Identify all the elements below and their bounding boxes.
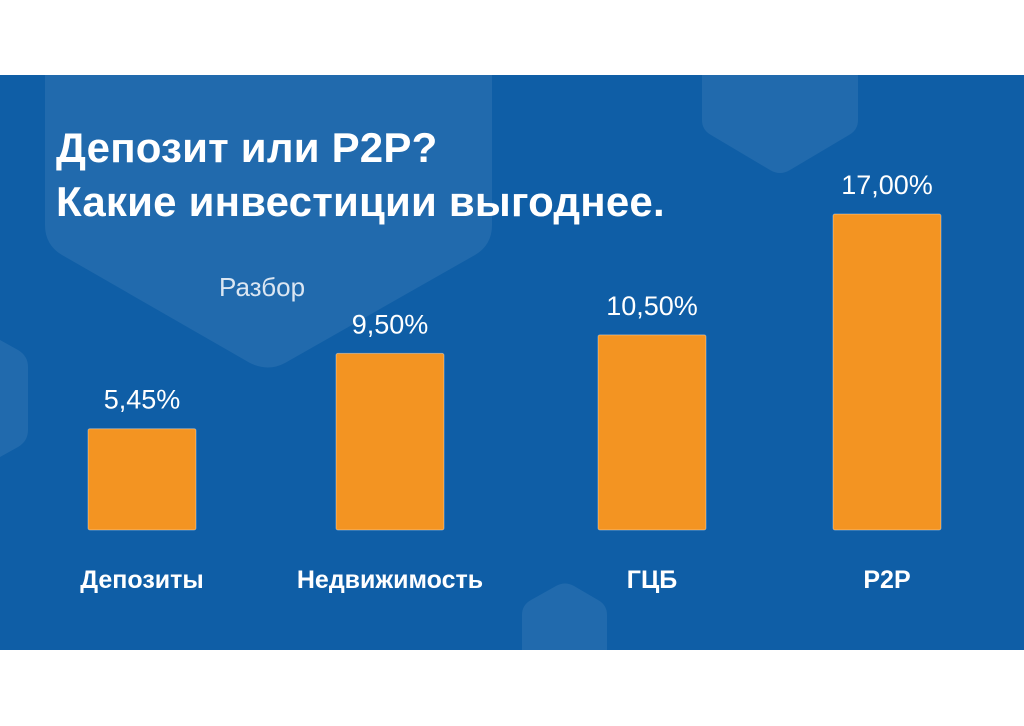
bar-3 [597,334,707,531]
bar-4 [832,213,942,531]
bar-1-value-label: 5,45% [104,385,181,415]
title-line-1: Депозит или P2P? [56,124,438,171]
bar-chart: 5,45% Депозиты 9,50% Недвижимость 10,50% ГЦБ 1… [80,170,942,594]
chart-title: Депозит или P2P? Какие инвестиции выгодн… [56,121,665,229]
bar-2-value-label: 9,50% [352,309,429,339]
bar-2-category-label: Недвижимость [297,566,483,594]
bar-3-value-label: 10,50% [606,291,698,321]
hexagon-decoration [0,75,858,650]
bar-1-category-label: Депозиты [80,566,203,594]
bar-4-value-label: 17,00% [841,170,933,200]
bar-2 [335,352,445,531]
title-line-2: Какие инвестиции выгоднее. [56,178,665,225]
chart-banner: Депозит или P2P? Какие инвестиции выгодн… [0,75,1024,650]
bar-1 [87,428,197,531]
bar-3-category-label: ГЦБ [627,566,677,594]
bar-4-category-label: P2P [863,566,910,594]
subtitle: Разбор [219,272,306,302]
